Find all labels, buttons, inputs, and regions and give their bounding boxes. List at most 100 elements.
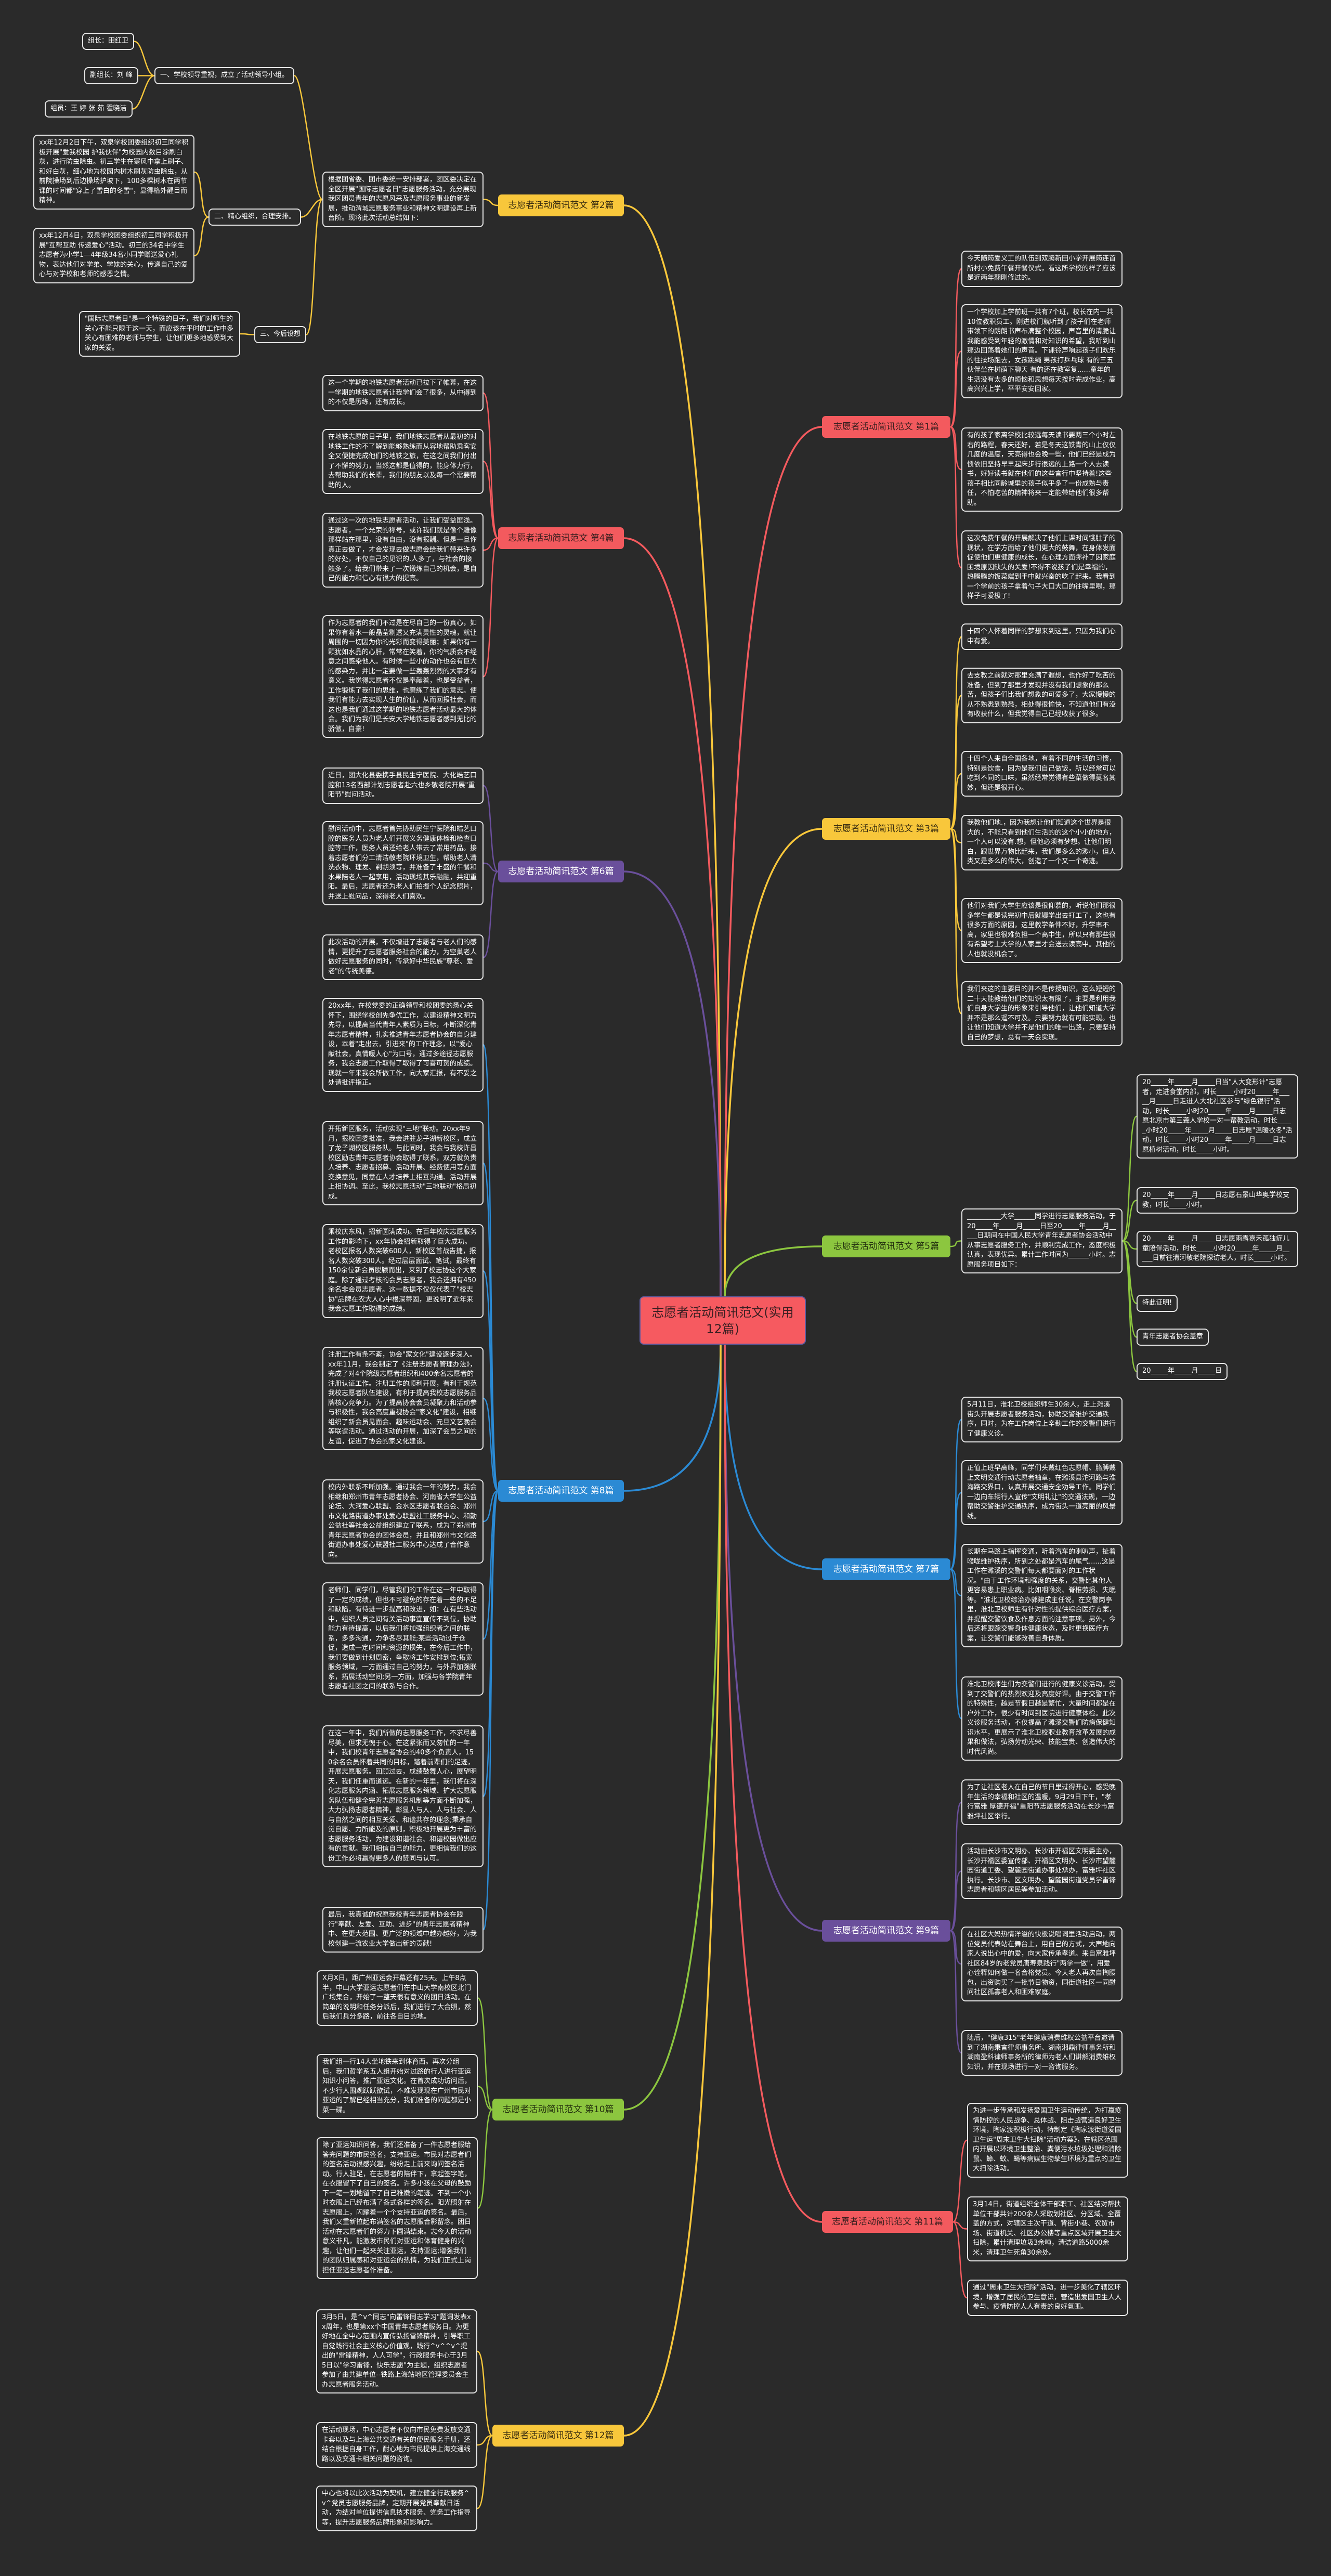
branch-section-8[interactable]: 志愿者活动简讯范文 第8篇 [498, 1480, 624, 1502]
topic-leaf[interactable]: 组长：田红卫 [82, 33, 135, 50]
connector-line [483, 870, 499, 958]
topic-note[interactable]: 通过这一次的地铁志愿者活动，让我们受益匪浅。志愿者，一个光荣的称号，或许我们就是… [322, 513, 484, 588]
topic-note-intro[interactable]: 根据团省委、团市委统一安排部署，团区委决定在全区开展"国际志愿者日"志愿服务活动… [322, 172, 484, 227]
topic-note[interactable]: 20_____年_____月_____日志愿雨露嘉禾孤独症儿童陪伴活动，时长__… [1137, 1231, 1298, 1267]
topic-note[interactable]: 随后，"健康315"老年健康消费维权公益平台邀请到了湖南秉言律师事务所、湖南湘鼎… [961, 2030, 1123, 2076]
topic-note[interactable]: 20xx年，在校党委的正确领导和校团委的悉心关怀下，围绕学校创先争优工作，以建设… [322, 998, 484, 1092]
connector-line [483, 785, 499, 873]
topic-note[interactable]: xx年12月4日，双泉学校团委组织初三同学积极开展"互帮互助 传递爱心"活动。初… [33, 228, 194, 283]
connector-line [949, 1801, 962, 1932]
topic-note[interactable]: 今天随筠爱义工的队伍到双腾新田小学开展筠连首所村小免费午餐开餐仪式，看这所学校的… [961, 251, 1123, 287]
connector-line [477, 2350, 493, 2437]
connector-line [1122, 1240, 1137, 1338]
connector-line [623, 1344, 722, 2111]
root-topic[interactable]: 志愿者活动简讯范文(实用12篇) [640, 1296, 806, 1345]
topic-note-intro[interactable]: __________大学______同学进行志愿服务活动，于20_____年__… [961, 1208, 1123, 1273]
branch-section-9[interactable]: 志愿者活动简讯范文 第9篇 [822, 1920, 950, 1942]
topic-note[interactable]: 校内外联系不断加强。通过我会一年的努力，我会相继和郑州市青年志愿者协会、河南省大… [322, 1479, 484, 1564]
topic-note[interactable]: 十四个人怀着同样的梦想来到这里，只因为我们心中有爱。 [961, 623, 1123, 650]
branch-section-6[interactable]: 志愿者活动简讯范文 第6篇 [498, 861, 624, 882]
topic-note[interactable]: 20_____年_____月_____日志愿石景山华奥学校支教，时长_____小… [1137, 1187, 1298, 1214]
topic-note[interactable]: 去支教之前就对那里充满了遐想，也作好了吃苦的准备，但到了那里才发现并没有我们想象… [961, 668, 1123, 723]
connector-line [240, 333, 255, 335]
topic-leaf[interactable]: 青年志愿者协会盖章 [1137, 1329, 1209, 1346]
topic-note[interactable]: 在活动现场，中心志愿者不仅向市民免费发放交通卡套以及与上海公共交通有关的便民服务… [316, 2422, 477, 2468]
connector-line [482, 1270, 499, 1492]
topic-note[interactable]: 活动由长沙市文明办、长沙市开福区文明委主办，长沙开福区委宣传部、开福区文明办、长… [961, 1843, 1123, 1899]
branch-section-2[interactable]: 志愿者活动简讯范文 第2篇 [498, 194, 624, 216]
subtopic-future-plans[interactable]: 三、今后设想 [254, 326, 307, 343]
topic-note[interactable]: 最后，我真诚的祝愿我校青年志愿者协会在践行"奉献、友爱、互助、进步"的青年志愿者… [322, 1907, 484, 1953]
topic-leaf[interactable]: 20_____年_____月_____日 [1137, 1363, 1228, 1380]
topic-note[interactable]: 十四个人来自全国各地，有着不同的生活的习惯，特别是饮食，因为是我们自己做饭，所以… [961, 751, 1123, 797]
topic-note[interactable]: 慰问活动中，志愿者首先协助民生宁医院和皓艺口腔的医务人员为老人们开展义务健康体检… [322, 821, 484, 905]
topic-note[interactable]: 我们来这的主要目的并不是传授知识，这么短短的二十天能教给他们的知识太有限了，主要… [961, 981, 1123, 1046]
topic-note[interactable]: 他们对我们大学生应该是很仰慕的，听说他们那很多学生都是读完初中后就辍学出去打工了… [961, 898, 1123, 963]
connector-line [305, 199, 323, 335]
topic-note[interactable]: 淮北卫校师生们为交警们进行的健康义诊活动，受到了交警们的热烈欢迎及高度好评。由于… [961, 1676, 1123, 1761]
topic-note[interactable]: 我教他们地.，因为我想让他们知道这个世界是很大的，不能只看到他们生活的的这个小小… [961, 815, 1123, 870]
branch-section-5[interactable]: 志愿者活动简讯范文 第5篇 [822, 1235, 950, 1257]
topic-note[interactable]: 在社区大妈热情洋溢的快板说唱词里活动启动，两位党员代表站在舞台上，用自己的方式，… [961, 1927, 1123, 2001]
connector-line [952, 2221, 968, 2299]
branch-section-10[interactable]: 志愿者活动简讯范文 第10篇 [492, 2099, 624, 2120]
connector-line [623, 1344, 722, 1492]
connector-line [477, 2109, 493, 2209]
topic-note[interactable]: 5月11日，淮北卫校组织师生30余人，走上濉溪街头开展志愿者服务活动，协助交警维… [961, 1397, 1123, 1442]
topic-note[interactable]: 长期在马路上指挥交通，听着汽车的喇叭声，扯着喉咙维护秩序，所到之处都是汽车的尾气… [961, 1544, 1123, 1647]
topic-note[interactable]: 注册工作有条不紊，协会"家文化"建设逐步深入。xx年11月，我会制定了《注册志愿… [322, 1347, 484, 1450]
topic-leaf[interactable]: 特此证明! [1137, 1295, 1178, 1312]
topic-note[interactable]: 3月5日，是^v^同志"向雷锋同志学习"题词发表xx周年，也是第xx个中国青年志… [316, 2309, 477, 2393]
branch-section-3[interactable]: 志愿者活动简讯范文 第3篇 [822, 818, 950, 840]
topic-note[interactable]: 有的孩子家离学校比较远每天读书要两三个小时左右的路程，春天还好，若是冬天这铁青的… [961, 427, 1123, 512]
subtopic-organization[interactable]: 二、精心组织，合理安排。 [208, 209, 302, 226]
connector-line [477, 2435, 493, 2446]
topic-note[interactable]: 此次活动的开展，不仅增进了志愿者与老人们的感情，更提升了志愿者服务社会的能力，为… [322, 934, 484, 980]
topic-note[interactable]: 为了让社区老人在自己的节日里过得开心，感受晚年生活的幸福和社区的温暖，9月29日… [961, 1779, 1123, 1825]
branch-section-7[interactable]: 志愿者活动简讯范文 第7篇 [822, 1558, 950, 1580]
topic-note[interactable]: 老师们、同学们，尽管我们的工作在这一年中取得了一定的成绩，但也不可避免的存在着一… [322, 1582, 484, 1696]
connector-line [724, 1344, 823, 1570]
topic-note[interactable]: 我们组一行14人坐地铁来到体育西。再次分组后，我们哲学系五人组开始对过路的行人进… [317, 2054, 478, 2119]
topic-leaf[interactable]: 副组长：刘 峰 [84, 67, 139, 84]
connector-line [950, 426, 962, 471]
connector-line [950, 1492, 962, 1570]
topic-leaf[interactable]: 组员：王 婷 张 茹 霍晓洁 [45, 100, 133, 118]
topic-note[interactable]: 乘校庆东风，招新圆满成功。在百年校庆志愿服务工作的影响下，xx年协会招新取得了巨… [322, 1224, 484, 1318]
topic-note[interactable]: 开拓新区服务，活动实现"三地"联动。20xx年9月，报校团委批准，我会进驻龙子湖… [322, 1121, 484, 1205]
branch-section-11[interactable]: 志愿者活动简讯范文 第11篇 [822, 2211, 953, 2233]
topic-note[interactable]: xx年12月2日下午，双泉学校团委组织初三同学积极开展"爱我校园 护我伙伴"为校… [33, 135, 194, 210]
connector-line [950, 1870, 962, 1932]
topic-note[interactable]: 这次免费午餐的开展解决了他们上课时间饿肚子的现状，在学方面给了他们更大的鼓舞，在… [961, 530, 1123, 605]
connector-line [194, 171, 209, 218]
connector-line [950, 1240, 962, 1247]
topic-note[interactable]: 除了亚运知识问答，我们还准备了一件志愿者服给答完问题的市民签名，支持亚运。市民对… [317, 2137, 478, 2279]
topic-note[interactable]: 作为志愿者的我们不过是在尽自己的一份真心，如果你有着水一般晶莹剔透又充满灵性的灵… [322, 615, 484, 738]
topic-note[interactable]: 在这一年中，我们所做的志愿服务工作，不求尽善尽美，但求无愧于心。在这紧张而又匆忙… [322, 1725, 484, 1867]
topic-note[interactable]: 3月14日，街道组织全体干部职工、社区结对帮扶单位干部共计200余人采取划社区、… [967, 2196, 1128, 2261]
connector-line [483, 1490, 499, 1523]
connector-line [724, 828, 823, 1297]
topic-note[interactable]: 在地铁志愿的日子里，我们地铁志愿者从最初的对地铁工作的不了解到能够熟练而从容地帮… [322, 429, 484, 494]
connector-line [1122, 1200, 1137, 1242]
topic-note[interactable]: "国际志愿者日"是一个特殊的日子，我们对师生的关心不能只限于这一天，而应该在平时… [79, 311, 240, 357]
topic-note[interactable]: 一个学校加上学前班一共有7个班，校长在内一共10位教职员工。刚进校门就听到了孩子… [961, 304, 1123, 398]
branch-section-12[interactable]: 志愿者活动简讯范文 第12篇 [492, 2425, 624, 2447]
connector-line [949, 268, 962, 428]
topic-note[interactable]: 中心也将以此次活动为契机，建立健全行政服务^v^党员志愿服务品牌，定期开展党员奉… [316, 2486, 477, 2531]
topic-note[interactable]: 近日，团大化县委携手县民生宁医院、大化皓艺口腔和13名西部计划志愿者赴六也乡敬老… [322, 767, 484, 804]
branch-section-4[interactable]: 志愿者活动简讯范文 第4篇 [498, 527, 624, 549]
topic-note[interactable]: 为进一步传承和发扬爱国卫生运动传统，为打赢疫情防控的人民战争、总体战、阻击战营造… [967, 2103, 1128, 2178]
subtopic-leadership[interactable]: 一、学校领导重视，成立了活动领导小组。 [154, 67, 295, 84]
connector-line [724, 426, 823, 1297]
branch-section-1[interactable]: 志愿者活动简讯范文 第1篇 [822, 416, 950, 438]
connector-line [950, 828, 962, 931]
connector-line [482, 392, 499, 539]
topic-note[interactable]: 通过"周末卫生大扫除"活动，进一步美化了辖区环境，增强了居民的卫生意识，营造出爱… [967, 2280, 1128, 2316]
topic-note[interactable]: 20_____年_____月_____日当"人大变形计"志愿者，走进食堂内部，时… [1137, 1074, 1298, 1159]
topic-note[interactable]: 这一个学期的地铁志愿者活动已拉下了帷幕，在这一学期的地铁志愿者让我学们会了很多，… [322, 375, 484, 411]
connector-line [483, 461, 499, 539]
topic-note[interactable]: 正值上班早高峰，同学们头戴红色志愿帽、胳膊戴上文明交通行动志愿者袖章，在濉溪县沱… [961, 1460, 1123, 1525]
topic-note[interactable]: X月X日，距广州亚运会开幕还有25天。上午8点半，中山大学亚运志愿者们在中山大学… [317, 1970, 478, 2026]
connector-line [623, 537, 722, 1297]
